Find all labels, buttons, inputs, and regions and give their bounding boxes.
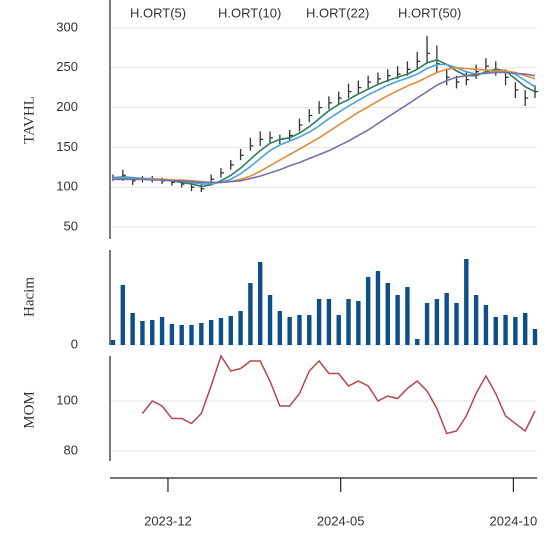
y-tick-label: 100 [56, 179, 78, 194]
volume-bar [130, 313, 135, 345]
volume-bar [189, 325, 194, 345]
y-tick-label: 300 [56, 19, 78, 34]
volume-bar [395, 295, 400, 345]
volume-bar [150, 320, 155, 345]
volume-bar [218, 318, 224, 345]
volume-bar [208, 320, 214, 345]
volume-bar [375, 271, 381, 345]
volume-bar [473, 295, 479, 345]
x-tick-label: 2024-10 [490, 513, 538, 528]
volume-bar [287, 317, 292, 345]
volume-bar [199, 323, 204, 345]
y-tick-label: 200 [56, 99, 78, 114]
volume-bar [405, 287, 410, 345]
volume-bar [140, 321, 145, 345]
y-tick-label: 100 [56, 392, 78, 407]
y-tick-label: 50 [64, 218, 78, 233]
volume-bar [316, 299, 322, 345]
volume-bar [434, 299, 440, 345]
momentum-line [141, 354, 536, 435]
y-tick-label: 80 [64, 442, 78, 457]
volume-bar [228, 316, 233, 345]
legend-entry: H.ORT(50) [398, 5, 461, 20]
volume-bar [159, 317, 165, 345]
volume-bar [513, 317, 518, 345]
volume-bar [326, 299, 332, 345]
ma-line [113, 71, 536, 184]
volume-bar [522, 313, 528, 345]
volume-bar [415, 339, 420, 345]
volume-bar [297, 315, 302, 345]
volume-bar [179, 325, 184, 345]
volume-bar [503, 315, 508, 345]
volume-bar [365, 277, 371, 345]
x-tick-label: 2023-12 [144, 513, 192, 528]
volume-bar [258, 262, 263, 345]
volume-bar [346, 299, 351, 345]
volume-bar [277, 311, 283, 345]
volume-bar [464, 259, 469, 345]
y-axis-title: TAVHL [21, 96, 37, 144]
volume-bar [483, 305, 489, 345]
volume-bar [532, 329, 538, 345]
volume-bar [248, 283, 253, 345]
y-tick-label: 0 [71, 336, 78, 351]
legend-entry: H.ORT(5) [130, 5, 186, 20]
x-tick-label: 2024-05 [317, 513, 365, 528]
y-tick-label: 250 [56, 59, 78, 74]
legend-entry: H.ORT(22) [306, 5, 369, 20]
volume-bar [356, 301, 361, 345]
volume-bar [110, 340, 116, 345]
y-tick-label: 150 [56, 139, 78, 154]
y-axis-title: MOM [21, 391, 37, 429]
volume-bar [238, 311, 243, 345]
ma-line [113, 66, 536, 184]
volume-bar [307, 315, 312, 345]
volume-bar [336, 315, 341, 345]
volume-bar [120, 285, 126, 345]
ma-line [113, 63, 536, 185]
volume-bar [444, 293, 449, 345]
volume-bar [493, 317, 498, 345]
ma-line [112, 58, 536, 188]
y-axis-title: Hacim [21, 277, 37, 317]
volume-bar [169, 324, 175, 345]
volume-bar [385, 283, 390, 345]
volume-bar [267, 295, 273, 345]
legend-entry: H.ORT(10) [218, 5, 281, 20]
volume-bar [424, 303, 430, 345]
volume-bar [454, 303, 459, 345]
